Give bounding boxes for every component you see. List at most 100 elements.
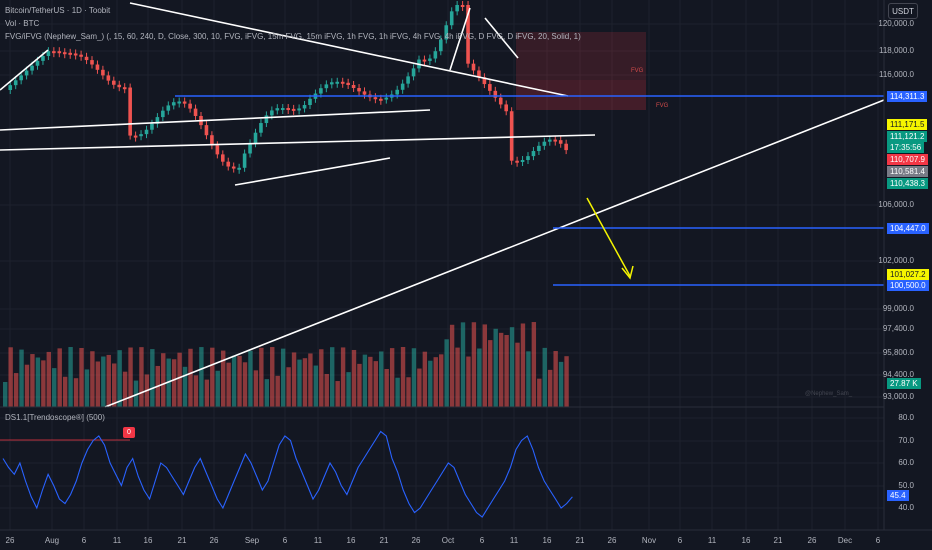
candle-body bbox=[297, 108, 301, 111]
candle-body bbox=[13, 80, 18, 86]
volume-bar bbox=[112, 363, 117, 407]
time-tick: 21 bbox=[379, 536, 389, 545]
candle-body bbox=[280, 108, 285, 111]
candle-body bbox=[8, 85, 13, 90]
price-label: 110,581.4 bbox=[887, 166, 928, 177]
time-tick: 21 bbox=[177, 536, 187, 545]
candle-body bbox=[439, 39, 443, 52]
volume-bar bbox=[302, 358, 308, 407]
time-tick: 6 bbox=[479, 536, 485, 545]
volume-bar bbox=[84, 369, 90, 407]
candle-body bbox=[73, 53, 78, 56]
time-tick: Sep bbox=[244, 536, 260, 545]
candle-body bbox=[210, 135, 214, 146]
candle-body bbox=[46, 51, 51, 57]
candle-body bbox=[379, 98, 383, 101]
volume-bar bbox=[280, 348, 286, 407]
volume-bar bbox=[3, 382, 8, 407]
volume-bar bbox=[117, 350, 122, 407]
volume-bar bbox=[553, 351, 558, 407]
candle-body bbox=[57, 51, 62, 54]
volume-bar bbox=[411, 348, 417, 407]
candle-body bbox=[531, 151, 536, 157]
fvg-zone-upper bbox=[516, 32, 646, 80]
volume-bar bbox=[204, 379, 210, 407]
price-label: 111,171.5 bbox=[887, 119, 928, 130]
volume-legend[interactable]: Vol · BTC bbox=[5, 19, 40, 28]
candle-body bbox=[106, 75, 111, 81]
candle-body bbox=[564, 143, 568, 151]
fvg-label-lower: FVG bbox=[656, 103, 669, 109]
candle-body bbox=[248, 143, 252, 154]
candle-body bbox=[411, 68, 416, 77]
volume-bar bbox=[466, 356, 471, 407]
oscillator-line bbox=[0, 430, 573, 518]
time-tick: Aug bbox=[44, 536, 60, 545]
candle-body bbox=[150, 123, 154, 130]
volume-bar bbox=[52, 368, 57, 407]
volume-bar bbox=[139, 347, 144, 407]
candle-body bbox=[188, 103, 192, 109]
volume-bar bbox=[231, 355, 237, 407]
candle-body bbox=[319, 88, 323, 94]
volume-bar bbox=[253, 370, 259, 407]
candle-body bbox=[373, 97, 378, 100]
candle-body bbox=[226, 161, 231, 167]
volume-bar bbox=[308, 353, 313, 407]
candle-body bbox=[302, 105, 307, 109]
volume-bar bbox=[46, 351, 51, 407]
candle-body bbox=[553, 139, 558, 142]
volume-bar bbox=[193, 375, 199, 407]
price-label: 114,311.3 bbox=[887, 91, 928, 102]
price-tick: 102,000.0 bbox=[878, 256, 914, 265]
price-tick: 120,000.0 bbox=[878, 19, 914, 28]
oscillator-legend[interactable]: DS1.1[Trendoscope®] (500) bbox=[5, 413, 105, 422]
indicator-legend[interactable]: FVG/iFVG (Nephew_Sam_) (, 15, 60, 240, D… bbox=[5, 32, 581, 41]
volume-bar bbox=[526, 351, 531, 407]
volume-bar bbox=[488, 340, 493, 407]
candle-body bbox=[84, 56, 89, 61]
volume-bar bbox=[122, 371, 128, 407]
volume-bar bbox=[537, 378, 542, 407]
volume-bar bbox=[90, 351, 95, 407]
oscillator-tick: 50.0 bbox=[898, 481, 914, 490]
candle-body bbox=[471, 63, 476, 71]
candle-body bbox=[270, 110, 274, 116]
candle-body bbox=[428, 58, 432, 61]
volume-bar bbox=[19, 349, 24, 407]
price-label: 111,121.2 bbox=[887, 131, 928, 142]
time-tick: 16 bbox=[143, 536, 153, 545]
volume-bar bbox=[362, 354, 368, 407]
time-tick: Nov bbox=[641, 536, 657, 545]
volume-bar bbox=[395, 377, 400, 407]
trendline bbox=[129, 2, 569, 97]
symbol-title[interactable]: Bitcoin/TetherUS · 1D · Toobit bbox=[5, 6, 111, 15]
candle-body bbox=[444, 25, 449, 40]
volume-bar bbox=[471, 322, 477, 407]
volume-bar bbox=[319, 349, 324, 407]
volume-bar bbox=[444, 339, 449, 407]
volume-bar bbox=[564, 356, 569, 407]
volume-bar bbox=[128, 347, 133, 407]
candle-body bbox=[384, 97, 389, 100]
time-tick: 16 bbox=[542, 536, 552, 545]
candle-body bbox=[182, 101, 187, 104]
candle-body bbox=[433, 51, 438, 59]
price-label: 104,447.0 bbox=[887, 223, 929, 234]
trendline-drawings bbox=[0, 2, 885, 408]
volume-bar bbox=[351, 349, 357, 407]
candle-body bbox=[139, 134, 143, 137]
candle-body bbox=[155, 117, 160, 124]
currency-unit-button[interactable]: USDT bbox=[888, 3, 918, 19]
oscillator-value-label: 45.4 bbox=[887, 490, 909, 501]
volume-bar bbox=[433, 357, 438, 407]
volume-bar bbox=[133, 380, 139, 407]
candle-body bbox=[259, 123, 263, 133]
candle-body bbox=[117, 84, 122, 88]
volume-bar bbox=[248, 350, 253, 407]
volume-bar bbox=[24, 364, 30, 407]
candle-body bbox=[335, 81, 340, 84]
fvg-zone-lower bbox=[516, 80, 646, 110]
candle-body bbox=[19, 75, 23, 81]
